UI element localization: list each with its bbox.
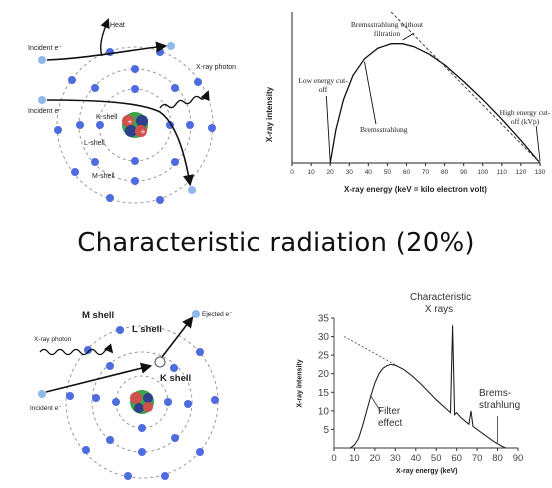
top-atom-svg: + + <box>38 18 216 204</box>
label-l-shell: L-shell <box>84 140 105 147</box>
electrons <box>54 48 216 204</box>
xray-photon-wave-b <box>39 343 114 356</box>
chart2-y-tick-label: 15 <box>318 388 330 399</box>
label-k-shell-b: K shell <box>160 373 192 384</box>
chart2-x-tick-label: 60 <box>451 453 462 464</box>
top-atom-diagram: + + <box>0 0 260 210</box>
chart2-x-tick-label: 70 <box>472 453 483 464</box>
label-m-shell: M-shell <box>92 173 115 180</box>
chart2-x-tick-label: 80 <box>492 453 503 464</box>
chart2-ylabel: X-ray intensity <box>296 359 304 408</box>
chart1-xlabel: X-ray energy (keV = kilo electron volt) <box>344 185 487 194</box>
label-k-shell: K-shell <box>96 114 118 121</box>
chart2-y-tick-label: 25 <box>318 351 330 362</box>
chart1-unfiltered-line <box>390 11 541 164</box>
ejected-path <box>161 316 194 358</box>
label-incident-b: Incident e⁻ <box>30 405 62 412</box>
chart1-x-tick-label: 50 <box>384 169 392 176</box>
chart2-x-tick-label: 20 <box>370 453 381 464</box>
annotation-bremsstrahlung-b: Brems-strahlung <box>479 388 521 411</box>
chart1-x-tick-label: 30 <box>346 169 354 176</box>
pointer-bremsstrahlung <box>364 61 377 125</box>
chart1-ylabel: X-ray intensity <box>265 86 275 143</box>
chart1-x-tick-label: 10 <box>307 169 315 176</box>
chart1-x-tick-label: 90 <box>460 169 468 176</box>
electrons-b <box>66 326 219 480</box>
deflected-electron <box>188 186 196 194</box>
incident-path-b <box>45 362 153 393</box>
nucleus-b <box>130 390 154 414</box>
pointer-low-cutoff <box>325 95 331 162</box>
bottom-atom-diagram: M shell L shell K shell X-ray photon Inc… <box>0 288 270 488</box>
chart2-x-tick-label: 50 <box>431 453 442 464</box>
characteristic-chart: 5 10 15 20 25 30 35 0 10 20 30 40 50 60 70 80 90 Charact… <box>296 288 552 488</box>
annotation-bremsstrahlung: Bremsstrahlung <box>360 125 408 134</box>
annotation-without-filtration: Bremsstrahlung without filtration <box>350 20 424 38</box>
annotation-low-cutoff: Low energy cut-off <box>298 76 348 94</box>
chart2-x-tick-label: 30 <box>390 453 401 464</box>
heat-arrow <box>99 18 110 57</box>
chart1-x-tick-label: 60 <box>403 169 411 176</box>
chart2-x-tick-label: 0 <box>331 453 336 464</box>
chart2-y-tick-label: 30 <box>318 332 330 343</box>
label-xray-photon: X-ray photon <box>196 64 237 71</box>
characteristic-chart-svg: 5 10 15 20 25 30 35 0 10 20 30 40 50 60 70 80 90 <box>318 314 524 465</box>
chart1-series-line <box>329 43 541 164</box>
label-incident-1: Incident e⁻ <box>28 45 63 52</box>
pointer-without-filtration <box>402 32 415 41</box>
incident-path-1 <box>46 41 168 61</box>
chart2-y-tick-label: 20 <box>318 369 330 380</box>
label-heat: Heat <box>110 22 125 29</box>
chart1-x-tick-label: 100 <box>477 169 488 176</box>
vacancy <box>154 356 166 368</box>
incident-electron-1 <box>38 56 46 64</box>
ejected-electron <box>192 310 200 318</box>
svg-text:+: + <box>140 128 146 136</box>
slide-title: Characteristic radiation (20%) <box>77 228 475 258</box>
chart1-x-tick-label: 110 <box>497 169 508 176</box>
bremsstrahlung-chart: 0 10 20 30 40 50 60 70 80 90 100 110 120 130 Bremsstr… <box>265 0 552 210</box>
svg-text:+: + <box>127 118 133 126</box>
bottom-atom-svg <box>38 310 219 480</box>
chart2-series-line <box>350 325 506 449</box>
chart2-xlabel: X-ray energy (keV) <box>396 468 458 475</box>
chart2-y-tick-label: 5 <box>323 425 329 436</box>
annotation-high-cutoff: High energy cut-off (kVp) <box>499 108 551 126</box>
label-incident-2: Incident e⁻ <box>28 108 63 115</box>
label-ejected: Ejected e⁻ <box>202 311 233 318</box>
pointer-filter-effect <box>370 395 382 413</box>
incident-electron-b <box>38 390 46 398</box>
label-l-shell-b: L shell <box>132 324 162 335</box>
incident-path-2 <box>46 99 195 187</box>
scattered-electron <box>167 42 175 50</box>
chart2-y-tick-label: 10 <box>318 406 330 417</box>
chart2-y-tick-label: 35 <box>318 314 330 325</box>
label-xray-photon-b: X-ray photon <box>34 336 72 343</box>
chart1-x-tick-label: 0 <box>290 169 294 176</box>
chart2-x-tick-label: 90 <box>513 453 524 464</box>
chart1-x-tick-label: 70 <box>422 169 430 176</box>
chart2-x-tick-label: 40 <box>410 453 421 464</box>
nucleus: + + <box>122 112 148 138</box>
chart1-x-tick-label: 40 <box>365 169 373 176</box>
label-m-shell-b: M shell <box>82 310 115 321</box>
chart2-unfiltered-line <box>344 336 396 366</box>
pointer-high-cutoff <box>535 125 541 162</box>
annotation-characteristic: Characteristic X rays <box>410 292 472 315</box>
bremsstrahlung-chart-svg: 0 10 20 30 40 50 60 70 80 90 100 110 120 130 <box>290 11 546 176</box>
chart1-x-tick-label: 120 <box>515 169 526 176</box>
annotation-filter-effect: Filter effect <box>378 406 403 429</box>
chart1-x-tick-label: 20 <box>327 169 335 176</box>
chart1-x-tick-label: 130 <box>535 169 546 176</box>
xray-photon-wave <box>159 90 210 109</box>
chart2-x-tick-label: 10 <box>349 453 360 464</box>
chart1-x-tick-label: 80 <box>441 169 449 176</box>
incident-electron-2 <box>38 96 46 104</box>
